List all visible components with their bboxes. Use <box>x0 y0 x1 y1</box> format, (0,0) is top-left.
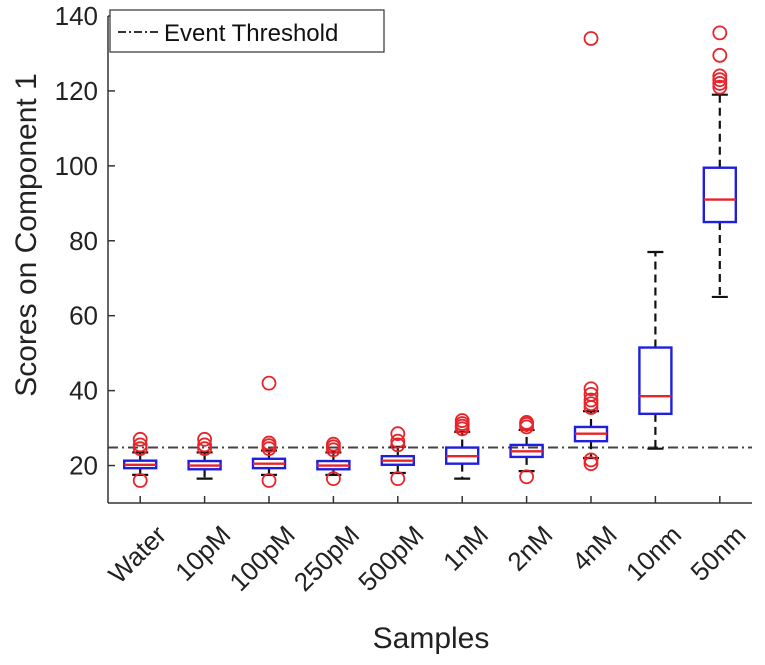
y-tick-label: 60 <box>69 301 98 331</box>
box-group <box>638 250 673 450</box>
outlier-point <box>390 433 406 449</box>
outlier-point <box>197 431 213 447</box>
outlier-point <box>261 375 277 391</box>
outlier-point <box>712 47 728 63</box>
y-tick-label: 40 <box>69 376 98 406</box>
box-group <box>187 431 222 480</box>
outlier-point <box>390 437 406 453</box>
legend-label: Event Threshold <box>164 20 338 47</box>
boxes-layer <box>122 25 737 488</box>
outlier-point <box>132 431 148 447</box>
box-group <box>316 436 351 487</box>
box-group <box>573 31 609 472</box>
axes: 20406080100120140Water10pM100pM250pM500p… <box>55 1 752 597</box>
outlier-point <box>197 441 213 457</box>
outlier-point <box>583 392 599 408</box>
outlier-point <box>583 31 599 46</box>
outlier-point <box>261 435 277 451</box>
x-tick-label: 4nM <box>566 520 623 577</box>
y-tick-label: 20 <box>69 451 98 481</box>
outlier-point <box>583 396 599 412</box>
outlier-point <box>583 381 599 397</box>
outlier-point <box>583 452 599 468</box>
outlier-point <box>132 437 148 453</box>
y-axis-title: Scores on Component 1 <box>10 73 43 397</box>
iqr-box <box>702 166 737 224</box>
outlier-point <box>454 413 470 428</box>
outlier-point <box>519 415 534 430</box>
x-tick-label: Water <box>102 519 172 589</box>
outlier-point <box>712 68 728 84</box>
outlier-point <box>712 79 728 95</box>
y-tick-label: 120 <box>55 76 98 106</box>
x-tick-label: 2nM <box>501 520 558 577</box>
outlier-point <box>712 25 728 41</box>
x-tick-label: 1nM <box>437 520 494 577</box>
legend: Event Threshold <box>109 9 385 53</box>
box-group <box>702 25 737 299</box>
outlier-point <box>390 426 406 442</box>
y-tick-label: 140 <box>55 1 98 31</box>
outlier-point <box>325 471 341 487</box>
x-tick-label: 50nm <box>684 520 751 587</box>
outlier-point <box>197 437 213 453</box>
y-tick-label: 100 <box>55 151 98 181</box>
box-group <box>122 431 158 488</box>
outlier-point <box>132 473 148 488</box>
outlier-point <box>583 386 599 402</box>
outlier-point <box>712 72 728 88</box>
x-tick-label: 500pM <box>352 520 429 597</box>
x-tick-label: 250pM <box>288 520 365 597</box>
outlier-point <box>325 436 341 452</box>
outlier-point <box>519 469 534 485</box>
x-tick-label: 10nm <box>620 520 687 587</box>
outlier-point <box>712 76 728 91</box>
outlier-point <box>132 441 148 457</box>
outlier-point <box>261 473 277 488</box>
box-group <box>380 426 415 487</box>
iqr-box <box>638 346 673 416</box>
y-tick-label: 80 <box>69 226 98 256</box>
x-axis-title: Samples <box>373 622 490 655</box>
x-tick-label: 100pM <box>223 520 300 597</box>
outlier-point <box>583 456 599 472</box>
box-group <box>251 375 287 488</box>
box-group <box>509 415 544 485</box>
outlier-point <box>390 471 406 487</box>
box-group <box>445 413 480 480</box>
